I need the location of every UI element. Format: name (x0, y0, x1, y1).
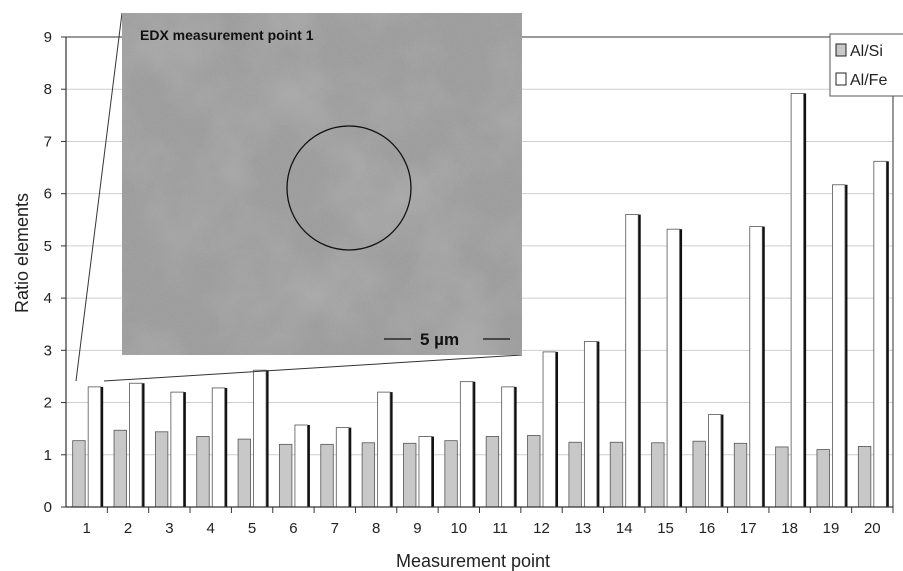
inset-title: EDX measurement point 1 (140, 27, 314, 43)
bar-al-fe-10 (459, 381, 474, 508)
bar-al-si-7 (320, 443, 334, 508)
inset-callout-line-lower (103, 354, 523, 382)
bar-al-si-6 (279, 443, 293, 508)
bar-al-fe-14 (625, 214, 639, 508)
bar-al-si-8 (361, 442, 376, 508)
bar-al-si-17 (733, 442, 748, 508)
y-tick-label-9: 9 (44, 29, 52, 46)
x-axis-title: Measurement point (396, 551, 550, 571)
bar-al-si-15 (651, 442, 665, 508)
y-axis-title: Ratio elements (12, 193, 32, 313)
x-tick-label-11: 11 (492, 520, 508, 537)
bar-al-si-5 (237, 438, 251, 508)
bar-al-fe-3 (170, 391, 184, 508)
y-tick-labels: 0 1 2 3 4 5 6 7 8 9 (44, 29, 52, 516)
bar-al-si-14 (609, 441, 624, 508)
bar-al-fe-4 (211, 387, 226, 508)
sem-inset: EDX measurement point 1 5 µm (75, 12, 523, 382)
x-tick-label-12: 12 (533, 520, 550, 537)
bar-al-fe-2 (129, 382, 143, 508)
x-tick-label-7: 7 (331, 520, 339, 537)
x-tick-labels: 1 2 3 4 5 6 7 8 9 10 11 12 13 14 15 16 17 18 19 20 (83, 520, 881, 537)
x-tick-label-9: 9 (413, 520, 421, 537)
x-tick-label-3: 3 (165, 520, 173, 537)
x-tick-label-4: 4 (207, 520, 215, 537)
bar-al-si-13 (568, 441, 582, 508)
x-tick-label-17: 17 (740, 520, 757, 537)
bar-al-fe-12 (542, 351, 556, 508)
bar-al-fe-11 (501, 386, 515, 508)
x-tick-label-19: 19 (823, 520, 840, 537)
bar-al-fe-13 (583, 341, 598, 508)
x-tick-label-10: 10 (450, 520, 467, 537)
x-tick-label-6: 6 (289, 520, 297, 537)
y-tick-label-0: 0 (44, 499, 52, 516)
x-tick-label-14: 14 (616, 520, 633, 537)
x-tick-label-2: 2 (124, 520, 132, 537)
legend-swatch-al-fe (835, 72, 847, 86)
x-tick-label-16: 16 (699, 520, 716, 537)
bar-al-fe-8 (377, 391, 391, 508)
legend: Al/Si Al/Fe (829, 33, 903, 97)
x-tick-label-5: 5 (248, 520, 256, 537)
y-tick-label-3: 3 (44, 342, 52, 359)
x-tick-label-1: 1 (83, 520, 91, 537)
bar-al-si-19 (816, 449, 830, 508)
bar-al-si-3 (154, 431, 169, 508)
bar-al-si-9 (403, 442, 417, 508)
measurement-circle (286, 125, 412, 251)
bar-al-si-2 (113, 429, 127, 508)
bar-al-si-4 (196, 436, 210, 508)
y-tick-label-4: 4 (44, 290, 52, 307)
sem-image (122, 13, 522, 355)
bar-al-fe-18 (790, 93, 805, 508)
y-tick-label-2: 2 (44, 395, 52, 412)
scale-bar-label: 5 µm (420, 330, 459, 349)
bar-al-si-10 (444, 440, 458, 508)
legend-label-al-fe: Al/Fe (850, 72, 887, 89)
legend-swatch-al-si (835, 43, 847, 57)
x-tick-label-8: 8 (372, 520, 380, 537)
x-tick-label-15: 15 (657, 520, 674, 537)
inset-callout-line-upper (75, 12, 123, 382)
bar-al-fe-1 (87, 386, 102, 508)
x-tick-label-13: 13 (575, 520, 592, 537)
bar-al-fe-9 (418, 436, 432, 508)
bar-al-si-11 (485, 436, 500, 508)
bar-al-fe-5 (253, 369, 267, 508)
bar-al-fe-20 (873, 160, 887, 508)
bar-al-fe-17 (749, 226, 763, 508)
legend-label-al-si: Al/Si (850, 43, 883, 60)
bar-al-fe-16 (708, 414, 722, 508)
bar-al-si-20 (857, 446, 872, 508)
bar-al-si-16 (692, 440, 706, 508)
bars (72, 93, 889, 508)
bar-al-fe-7 (335, 427, 350, 508)
y-tick-label-8: 8 (44, 81, 52, 98)
x-tick-label-18: 18 (781, 520, 798, 537)
bar-al-si-12 (527, 435, 541, 508)
y-tick-label-6: 6 (44, 186, 52, 203)
bar-al-si-1 (72, 440, 86, 508)
x-tick-label-20: 20 (864, 520, 881, 537)
bar-al-fe-19 (832, 184, 846, 508)
y-tick-label-1: 1 (44, 447, 52, 464)
y-tick-label-7: 7 (44, 133, 52, 150)
bar-al-si-18 (775, 446, 789, 508)
y-tick-label-5: 5 (44, 238, 52, 255)
bar-al-fe-6 (294, 424, 308, 508)
bar-al-fe-15 (666, 228, 680, 508)
